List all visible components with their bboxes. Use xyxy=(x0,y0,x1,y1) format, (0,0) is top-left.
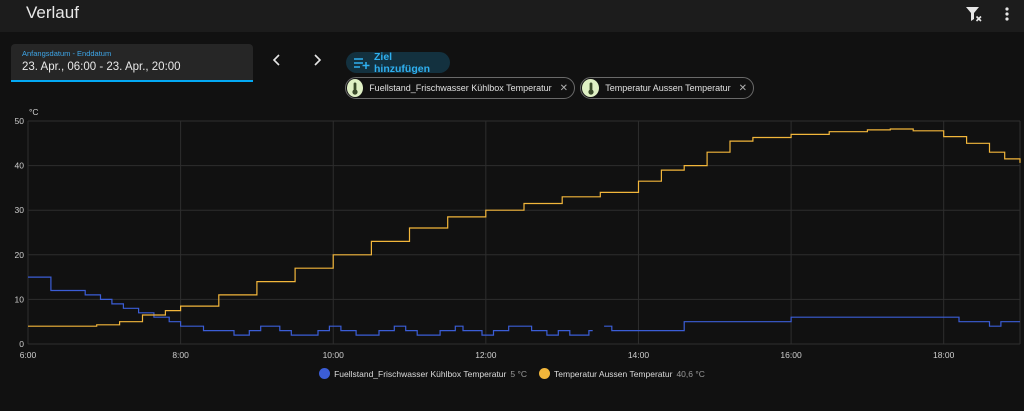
clear-filter-button[interactable] xyxy=(962,4,986,28)
dots-vertical-icon xyxy=(1004,6,1010,27)
filter-remove-icon xyxy=(965,5,983,28)
legend-item-outside[interactable]: Temperatur Aussen Temperatur 40,6 °C xyxy=(539,368,705,379)
legend-current-value: 40,6 °C xyxy=(676,368,705,379)
y-tick-label: 10 xyxy=(15,294,25,304)
chart-legend: Fuellstand_Frischwasser Kühlbox Temperat… xyxy=(0,368,1024,379)
x-tick-label: 14:00 xyxy=(628,350,650,360)
add-target-label: Ziel hinzufügen xyxy=(374,50,430,75)
previous-range-button[interactable] xyxy=(267,52,287,72)
legend-name: Temperatur Aussen Temperatur xyxy=(554,368,673,379)
y-axis-unit: °C xyxy=(29,107,39,117)
y-tick-label: 30 xyxy=(15,205,25,215)
legend-swatch xyxy=(539,368,551,379)
series-line-1 xyxy=(28,128,1021,327)
chart-grid xyxy=(27,120,1021,345)
target-chip-water[interactable]: Fuellstand_Frischwasser Kühlbox Temperat… xyxy=(345,77,575,99)
legend-swatch xyxy=(319,368,331,379)
series-line-0 xyxy=(28,276,1020,336)
target-chip-outside[interactable]: Temperatur Aussen Temperatur ✕ xyxy=(580,77,754,99)
x-tick-label: 16:00 xyxy=(780,350,802,360)
close-icon[interactable]: ✕ xyxy=(738,82,747,94)
legend-current-value: 5 °C xyxy=(510,368,528,379)
close-icon[interactable]: ✕ xyxy=(559,82,568,94)
playlist-plus-icon xyxy=(354,57,370,69)
date-range-picker[interactable]: Anfangsdatum - Enddatum 23. Apr., 06:00 … xyxy=(11,44,253,82)
y-tick-label: 20 xyxy=(15,250,25,260)
chevron-right-icon xyxy=(312,53,322,71)
overflow-menu-button[interactable] xyxy=(995,4,1019,28)
chevron-left-icon xyxy=(272,53,282,71)
target-chip-label: Temperatur Aussen Temperatur xyxy=(605,83,731,93)
legend-item-water[interactable]: Fuellstand_Frischwasser Kühlbox Temperat… xyxy=(319,368,527,379)
date-range-label: Anfangsdatum - Enddatum xyxy=(22,49,112,58)
y-axis-ticks: 0 10 20 30 40 50 xyxy=(15,116,25,349)
history-line-chart: °C 0 10 20 30 40 50 6:00 8:00 10:00 12:00 14:00 16… xyxy=(15,107,1021,360)
next-range-button[interactable] xyxy=(307,52,327,72)
x-tick-label: 10:00 xyxy=(323,350,345,360)
thermometer-icon xyxy=(347,79,364,97)
date-range-value: 23. Apr., 06:00 - 23. Apr., 20:00 xyxy=(22,61,181,73)
page-title: Verlauf xyxy=(26,3,79,22)
legend-name: Fuellstand_Frischwasser Kühlbox Temperat… xyxy=(334,368,507,379)
y-tick-label: 0 xyxy=(19,339,24,349)
x-tick-label: 18:00 xyxy=(933,350,955,360)
x-axis-ticks: 6:00 8:00 10:00 12:00 14:00 16:00 18:00 xyxy=(20,350,955,360)
add-target-button[interactable]: Ziel hinzufügen xyxy=(346,50,450,75)
y-tick-label: 50 xyxy=(15,116,25,126)
top-app-bar: Verlauf xyxy=(0,0,1024,32)
chart-series xyxy=(28,128,1021,336)
target-chip-label: Fuellstand_Frischwasser Kühlbox Temperat… xyxy=(369,83,552,93)
y-tick-label: 40 xyxy=(15,161,25,171)
x-tick-label: 12:00 xyxy=(475,350,497,360)
x-tick-label: 6:00 xyxy=(20,350,37,360)
thermometer-icon xyxy=(582,79,600,97)
x-tick-label: 8:00 xyxy=(172,350,189,360)
